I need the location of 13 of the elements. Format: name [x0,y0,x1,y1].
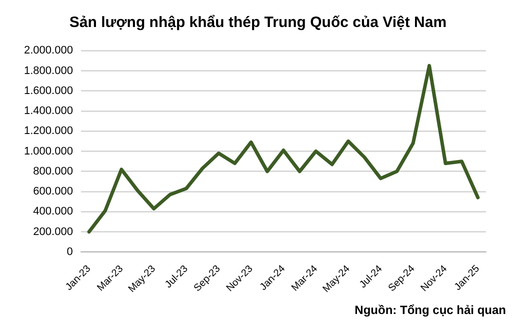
y-tick-label: 1.600.000 [24,84,73,97]
chart-title: Sản lượng nhập khẩu thép Trung Quốc của Việt Nam [68,14,448,31]
y-tick-label: 1.200.000 [24,125,73,138]
y-tick-label: 1.400.000 [24,105,73,118]
y-tick-label: 1.000.000 [24,145,73,158]
y-tick-label: 400.000 [33,206,73,218]
y-tick-label: 2.000.000 [24,44,73,57]
text: Nguồn: Tổng cục hải quan [354,303,506,317]
y-tick-label: 800.000 [33,165,73,178]
y-tick-label: 0 [66,246,73,258]
y-tick-label: 1.800.000 [24,64,73,77]
y-tick-label: 600.000 [33,186,73,198]
y-tick-label: 200.000 [33,226,73,238]
